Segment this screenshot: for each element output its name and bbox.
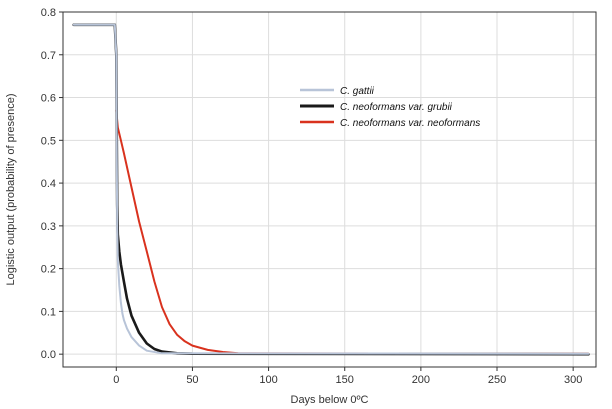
x-tick-label: 100 [259,374,277,386]
y-axis-label: Logistic output (probability of presence… [5,94,17,286]
grid [63,11,596,367]
x-axis-label: Days below 0ºC [291,394,369,406]
x-tick-label: 300 [564,374,582,386]
y-tick-label: 0.1 [41,306,56,318]
series-lines [72,23,590,356]
legend-label: C. neoformans var. neoformans [340,118,480,129]
x-tick-label: 50 [186,374,198,386]
series-line-2 [115,109,590,355]
legend-label: C. gattii [340,86,375,97]
y-tick-label: 0.8 [41,7,56,19]
y-tick-label: 0.3 [41,221,56,233]
y-tick-label: 0.7 [41,50,56,62]
plot-area [62,11,597,368]
y-tick-label: 0.4 [41,178,56,190]
x-tick-label: 0 [113,374,119,386]
y-tick-label: 0.5 [41,135,56,147]
x-tick-label: 250 [488,374,506,386]
y-tick-label: 0.6 [41,93,56,105]
x-tick-label: 200 [412,374,430,386]
series-line-1 [72,23,590,356]
legend-label: C. neoformans var. grubii [340,102,453,113]
series-line-0 [72,23,590,355]
legend: C. gattii C. neoformans var. grubii C. neo… [300,86,480,129]
y-tick-label: 0.0 [41,349,56,361]
x-tick-label: 150 [336,374,354,386]
axis-ticks: 0 50 100 150 200 250 300 0.0 0.1 0.2 0.3 0.4 0.5 0.6 0… [41,7,583,386]
y-tick-label: 0.2 [41,264,56,276]
